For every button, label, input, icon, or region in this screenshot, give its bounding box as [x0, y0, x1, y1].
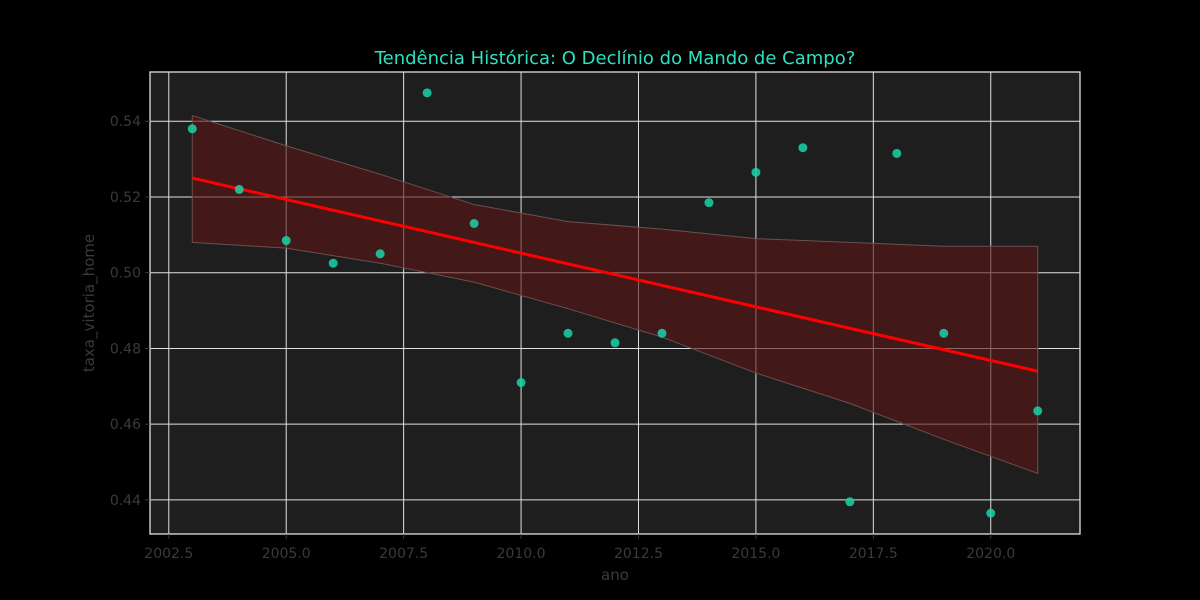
data-point — [845, 497, 855, 507]
regression-line — [191, 176, 1039, 373]
data-point — [751, 167, 761, 177]
data-points — [187, 88, 1043, 518]
data-point — [986, 508, 996, 518]
y-tick-label: 0.44 — [110, 493, 141, 509]
y-tick-label: 0.52 — [110, 190, 141, 206]
x-tick-label: 2005.0 — [262, 546, 311, 562]
plot-frame — [149, 71, 1081, 535]
y-axis-label: taxa_vitoria_home — [80, 234, 99, 372]
data-point — [704, 198, 714, 208]
data-point — [328, 258, 338, 268]
confidence-band — [191, 114, 1039, 475]
x-tick-label: 2017.5 — [849, 546, 898, 562]
x-axis-ticks: 2002.5 2005.0 2007.5 2010.0 2012.5 2015.0 2017… — [144, 534, 1015, 562]
data-point — [1033, 406, 1043, 416]
x-tick-label: 2010.0 — [497, 546, 546, 562]
y-axis-ticks: 0.44 0.46 0.48 0.50 0.52 0.54 — [110, 114, 150, 509]
data-point — [610, 338, 620, 348]
y-tick-label: 0.50 — [110, 266, 141, 282]
data-point — [798, 143, 808, 153]
x-tick-label: 2012.5 — [614, 546, 663, 562]
data-point — [187, 124, 197, 134]
chart-title: Tendência Histórica: O Declínio do Mando… — [374, 48, 856, 69]
data-point — [281, 236, 291, 246]
data-point — [516, 378, 526, 388]
x-tick-label: 2002.5 — [144, 546, 193, 562]
data-point — [657, 328, 667, 338]
data-point — [469, 218, 479, 228]
data-point — [892, 148, 902, 158]
y-tick-label: 0.46 — [110, 417, 141, 433]
data-point — [939, 328, 949, 338]
x-tick-label: 2007.5 — [379, 546, 428, 562]
y-tick-label: 0.48 — [110, 341, 141, 357]
data-point — [422, 88, 432, 98]
data-point — [234, 184, 244, 194]
x-tick-label: 2015.0 — [731, 546, 780, 562]
data-point — [563, 328, 573, 338]
y-tick-label: 0.54 — [110, 114, 141, 130]
x-tick-label: 2020.0 — [966, 546, 1015, 562]
data-point — [375, 249, 385, 259]
x-axis-label: ano — [601, 566, 629, 584]
